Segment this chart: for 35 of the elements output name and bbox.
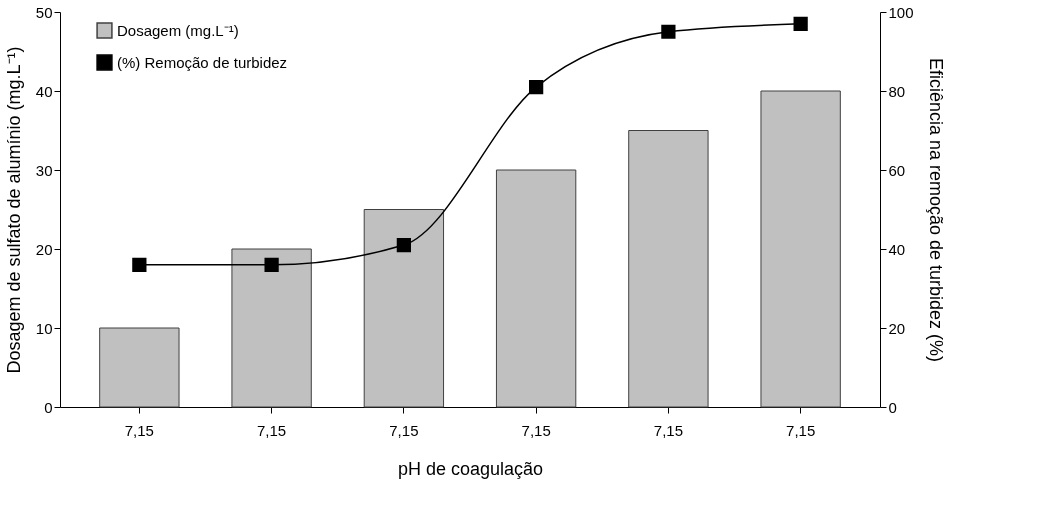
y2-tick-label: 100 <box>888 3 914 21</box>
bar <box>628 130 709 408</box>
bar <box>495 169 577 408</box>
y-tick-label: 0 <box>44 398 53 416</box>
y2-tick-label: 60 <box>888 161 906 179</box>
y2-tick-label: 0 <box>888 398 897 416</box>
x-tick-label: 7,15 <box>124 421 154 439</box>
x-tick-label: 7,15 <box>786 421 816 439</box>
bar <box>363 209 445 408</box>
point <box>793 16 808 31</box>
x-tick-label: 7,15 <box>257 421 287 439</box>
y-axis-title: Dosagem de sulfato de alumínio (mg.L⁻¹) <box>3 46 24 374</box>
y2-tick-label: 20 <box>888 319 906 337</box>
bar <box>760 90 841 408</box>
x-tick-label: 7,15 <box>521 421 551 439</box>
y-tick-label: 40 <box>35 82 53 100</box>
bar <box>231 248 312 408</box>
y2-tick-label: 80 <box>888 82 906 100</box>
y-tick-label: 10 <box>35 319 53 337</box>
legend-label: Dosagem (mg.L⁻¹) <box>117 21 239 39</box>
y-tick-label: 20 <box>35 240 53 258</box>
x-axis-title: pH de coagulação <box>397 458 544 479</box>
point <box>264 257 279 272</box>
legend-label: (%) Remoção de turbidez <box>117 53 288 71</box>
y2-axis-title: Eficiência na remoção de turbidez (%) <box>925 57 946 363</box>
x-tick-label: 7,15 <box>653 421 683 439</box>
y2-tick-label: 40 <box>888 240 906 258</box>
x-tick-label: 7,15 <box>389 421 419 439</box>
point <box>396 237 411 253</box>
bar <box>99 327 180 408</box>
y-tick-label: 30 <box>35 161 53 179</box>
point <box>132 257 147 272</box>
point <box>529 79 544 95</box>
point <box>661 24 676 39</box>
y-tick-label: 50 <box>35 3 53 21</box>
